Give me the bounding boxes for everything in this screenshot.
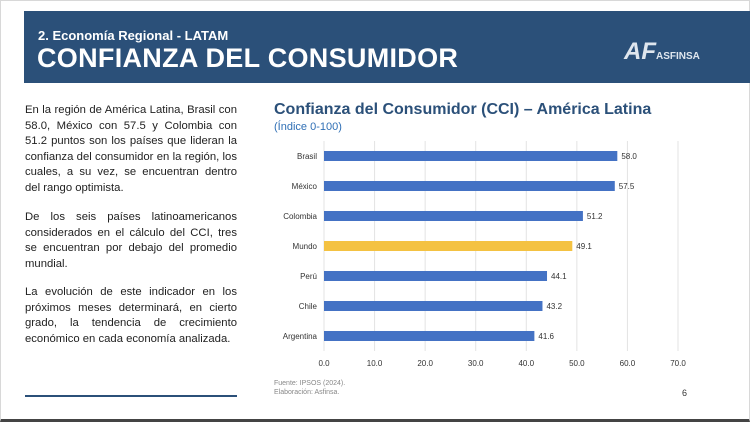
data-label: 57.5	[619, 182, 635, 191]
paragraph-2: De los seis países latinoamericanos cons…	[25, 211, 237, 270]
x-tick-label: 0.0	[318, 359, 330, 368]
category-label: México	[292, 182, 318, 191]
data-label: 41.6	[538, 332, 554, 341]
x-tick-label: 20.0	[417, 359, 433, 368]
category-label: Perú	[300, 272, 317, 281]
paragraph-1: En la región de América Latina, Brasil c…	[25, 104, 237, 194]
chart-title: Confianza del Consumidor (CCI) – América…	[274, 101, 652, 118]
bar-argentina	[324, 331, 535, 341]
x-tick-label: 30.0	[468, 359, 484, 368]
elaboration-note: Elaboración: Asfinsa.	[274, 389, 340, 396]
x-tick-label: 70.0	[670, 359, 686, 368]
chart-subtitle: (Índice 0-100)	[274, 121, 342, 133]
bar-chile	[324, 301, 543, 311]
bar-colombia	[324, 211, 583, 221]
bar-méxico	[324, 181, 615, 191]
data-label: 51.2	[587, 212, 603, 221]
section-label: 2. Economía Regional - LATAM	[38, 28, 229, 43]
category-label: Chile	[299, 302, 318, 311]
bar-brasil	[324, 151, 618, 161]
bar-perú	[324, 271, 548, 281]
asfinsa-logo: AFASFINSA	[624, 38, 700, 65]
category-label: Argentina	[283, 332, 318, 341]
category-label: Colombia	[283, 212, 317, 221]
paragraph-3: La evolución de este indicador en los pr…	[25, 286, 237, 345]
page-number: 6	[682, 388, 688, 398]
bar-mundo	[324, 241, 573, 251]
category-label: Mundo	[293, 242, 318, 251]
data-label: 43.2	[546, 302, 562, 311]
header-banner: 2. Economía Regional - LATAM CONFIANZA D…	[24, 11, 750, 83]
divider	[25, 395, 237, 397]
data-label: 44.1	[551, 272, 567, 281]
data-label: 49.1	[576, 242, 592, 251]
x-tick-label: 10.0	[367, 359, 383, 368]
x-tick-label: 50.0	[569, 359, 585, 368]
x-tick-label: 40.0	[518, 359, 534, 368]
data-label: 58.0	[621, 152, 637, 161]
x-tick-label: 60.0	[620, 359, 636, 368]
source-note: Fuente: IPSOS (2024).	[274, 380, 346, 387]
category-label: Brasil	[297, 152, 317, 161]
page-title: CONFIANZA DEL CONSUMIDOR	[37, 43, 459, 73]
